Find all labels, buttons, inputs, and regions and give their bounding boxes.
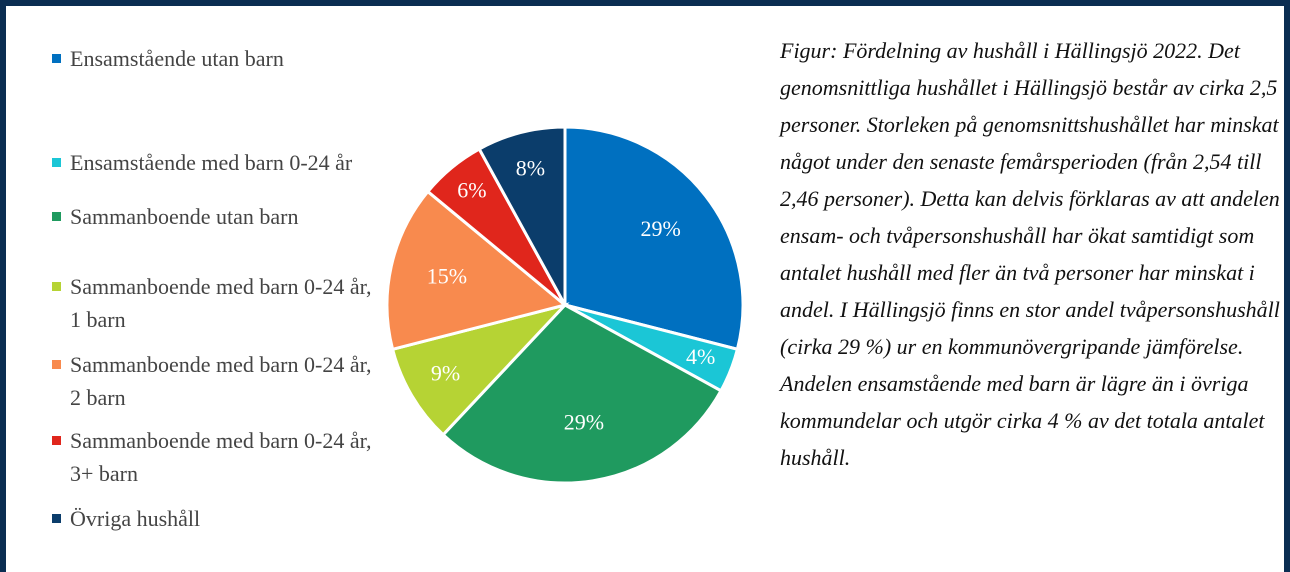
legend-label: Sammanboende utan barn (70, 204, 299, 229)
value-label: 9% (431, 361, 460, 386)
legend-label: Sammanboende med barn 0-24 år, 2 barn (70, 352, 372, 410)
legend-swatch (52, 360, 61, 369)
legend-item: Övriga hushåll (52, 502, 372, 535)
value-label: 29% (564, 410, 604, 435)
pie-slice (563, 125, 745, 352)
legend-swatch (52, 158, 61, 167)
legend-item: Sammanboende med barn 0-24 år, 1 barn (52, 270, 372, 336)
value-label: 4% (686, 344, 715, 369)
value-label: 8% (516, 156, 545, 181)
pie-slice (441, 303, 724, 485)
value-label: 29% (640, 216, 680, 241)
legend-swatch (52, 436, 61, 445)
caption: Figur: Fördelning av hushåll i Hällingsj… (780, 38, 1280, 470)
legend-swatch (52, 514, 61, 523)
legend-item: Ensamstående utan barn (52, 42, 372, 75)
pie-slice (390, 302, 570, 437)
legend-swatch (52, 54, 61, 63)
legend-item: Sammanboende med barn 0-24 år, 3+ barn (52, 424, 372, 490)
legend-item: Sammanboende utan barn (52, 200, 372, 233)
legend-label: Sammanboende med barn 0-24 år, 1 barn (70, 274, 372, 332)
pie-slice (477, 125, 567, 306)
legend-label: Sammanboende med barn 0-24 år, 3+ barn (70, 428, 372, 486)
pie-slice (385, 189, 569, 352)
legend-label: Ensamstående med barn 0-24 år (70, 150, 353, 175)
legend-label: Ensamstående utan barn (70, 46, 284, 71)
legend-swatch (52, 212, 61, 221)
value-label: 6% (457, 178, 486, 203)
value-label: 15% (427, 264, 467, 289)
legend-item: Ensamstående med barn 0-24 år (52, 146, 372, 179)
pie-chart: 29% 4% 29% 9% 15% 6% 8% (385, 125, 745, 485)
legend-swatch (52, 282, 61, 291)
legend-item: Sammanboende med barn 0-24 år, 2 barn (52, 348, 372, 414)
legend-label: Övriga hushåll (70, 506, 201, 531)
